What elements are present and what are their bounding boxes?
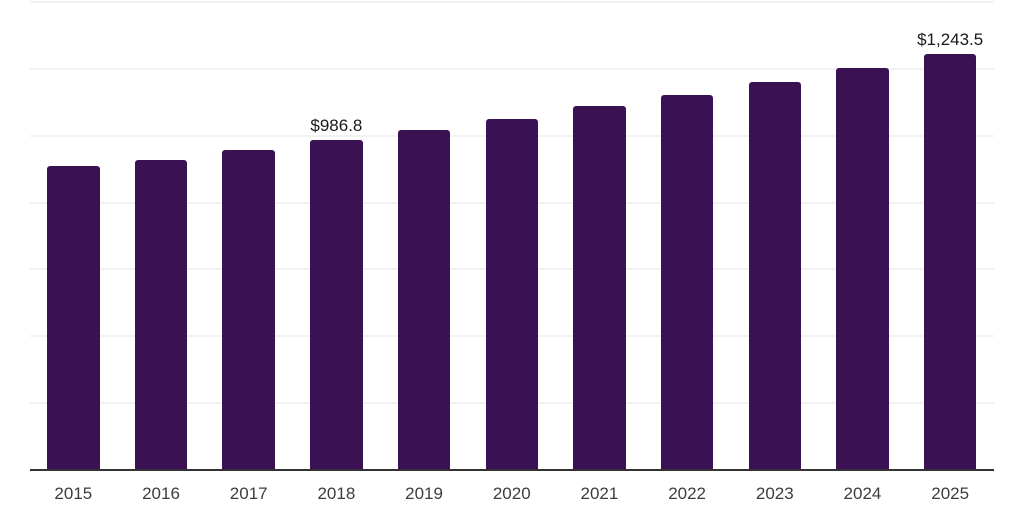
x-tick-2025: 2025 (931, 484, 970, 503)
x-tick-2016: 2016 (142, 484, 180, 503)
gridline-1400 (29, 1, 994, 3)
x-tick-2021: 2021 (580, 484, 619, 503)
x-tick-2024: 2024 (843, 484, 882, 503)
x-tick-2020: 2020 (492, 484, 531, 503)
data-label-2018: $986.8 (310, 116, 363, 136)
x-tick-2017: 2017 (229, 484, 268, 503)
bar-2024 (836, 68, 889, 470)
data-label-2025: $1,243.5 (917, 30, 984, 50)
bar-2017 (222, 149, 275, 470)
bar-2020 (485, 119, 538, 470)
bar-2022 (660, 94, 714, 470)
x-tick-2023: 2023 (755, 484, 794, 503)
x-tick-2022: 2022 (668, 484, 707, 503)
x-axis-line (29, 469, 994, 471)
x-tick-2019: 2019 (405, 484, 443, 503)
bar-2018 (310, 140, 363, 470)
x-tick-2018: 2018 (317, 484, 356, 503)
bar-2023 (748, 81, 802, 470)
bar-2015 (47, 166, 100, 470)
bar-2016 (134, 159, 188, 470)
bar-2019 (397, 129, 451, 470)
bar-2021 (573, 106, 626, 470)
x-tick-2015: 2015 (54, 484, 93, 503)
gridline-1200 (29, 67, 994, 70)
bar-2025 (923, 54, 977, 470)
